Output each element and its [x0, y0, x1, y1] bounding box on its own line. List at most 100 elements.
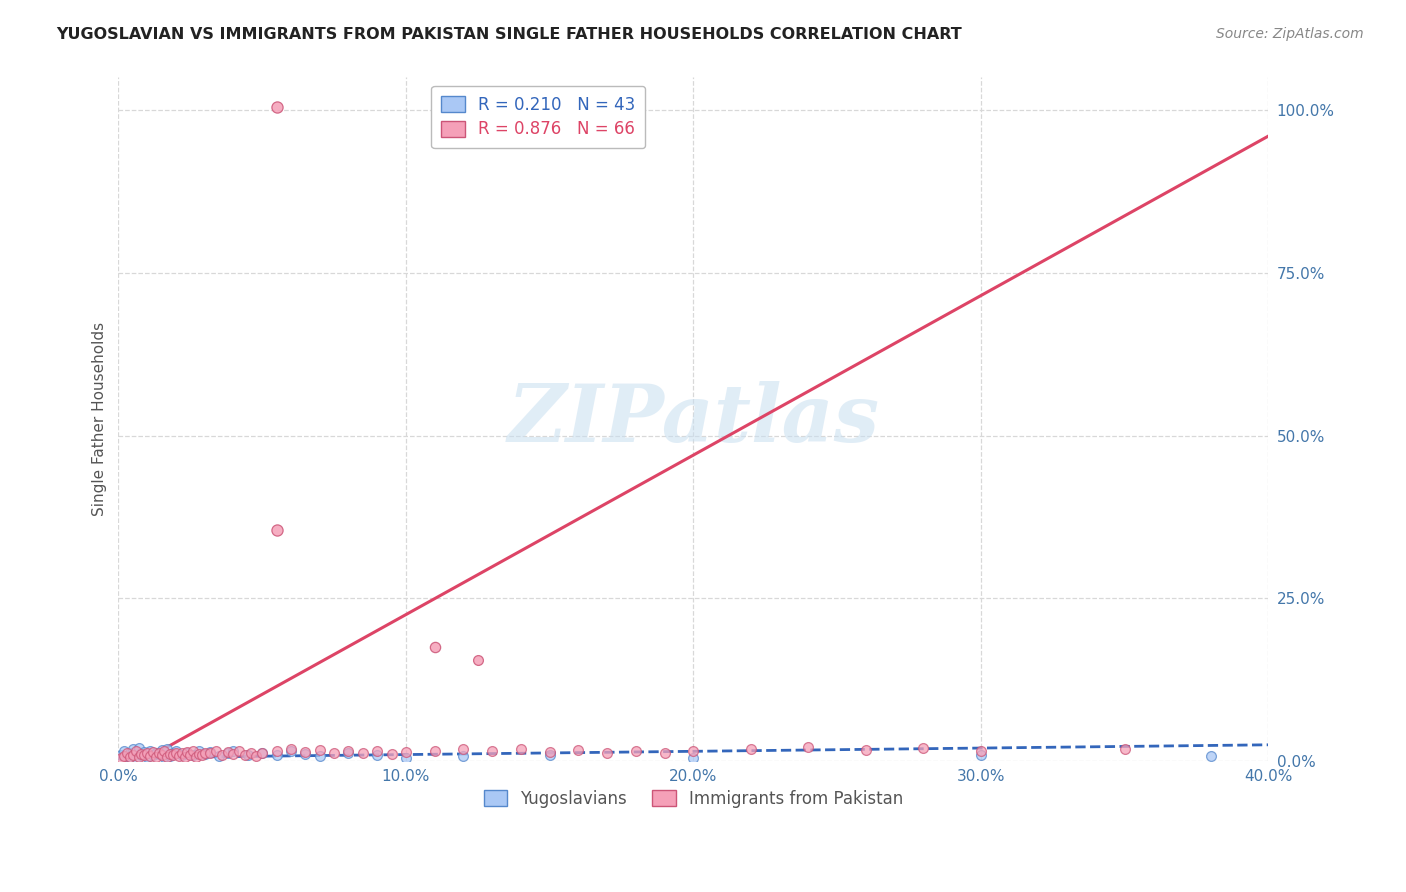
Point [145, 750, 167, 764]
Point [423, 640, 446, 654]
Point [337, 744, 360, 758]
Point [176, 746, 198, 760]
Point [187, 744, 209, 758]
Point [1114, 741, 1136, 756]
Point [266, 523, 288, 537]
Point [654, 746, 676, 760]
Point [970, 747, 993, 762]
Point [156, 749, 179, 764]
Point [191, 748, 214, 763]
Point [380, 747, 402, 761]
Point [153, 750, 176, 764]
Text: Source: ZipAtlas.com: Source: ZipAtlas.com [1216, 27, 1364, 41]
Point [236, 747, 259, 762]
Point [682, 744, 704, 758]
Point [970, 744, 993, 758]
Point [538, 747, 561, 762]
Point [156, 741, 179, 756]
Point [250, 746, 273, 760]
Point [228, 744, 250, 758]
Point [239, 746, 262, 760]
Point [184, 749, 207, 764]
Point [222, 747, 245, 761]
Point [121, 742, 143, 756]
Text: YUGOSLAVIAN VS IMMIGRANTS FROM PAKISTAN SINGLE FATHER HOUSEHOLDS CORRELATION CHA: YUGOSLAVIAN VS IMMIGRANTS FROM PAKISTAN … [56, 27, 962, 42]
Point [159, 748, 181, 763]
Point [395, 751, 418, 765]
Point [205, 744, 228, 758]
Point [682, 751, 704, 765]
Point [423, 744, 446, 758]
Point [211, 748, 233, 763]
Point [245, 748, 267, 763]
Point [194, 747, 217, 761]
Point [194, 746, 217, 760]
Point [165, 746, 187, 760]
Point [115, 748, 138, 763]
Point [142, 748, 165, 763]
Point [118, 750, 141, 764]
Point [233, 747, 256, 762]
Point [150, 747, 173, 762]
Point [395, 745, 418, 759]
Point [131, 747, 153, 762]
Point [110, 747, 132, 762]
Point [176, 745, 198, 759]
Point [167, 748, 190, 763]
Point [366, 747, 388, 762]
Point [115, 746, 138, 760]
Point [165, 744, 187, 758]
Point [159, 747, 181, 761]
Point [453, 741, 475, 756]
Point [131, 747, 153, 761]
Point [134, 745, 156, 759]
Point [294, 747, 316, 761]
Point [510, 742, 533, 756]
Point [162, 748, 184, 763]
Point [208, 748, 231, 763]
Point [112, 748, 135, 763]
Point [567, 743, 589, 757]
Point [266, 748, 288, 763]
Point [112, 744, 135, 758]
Legend: Yugoslavians, Immigrants from Pakistan: Yugoslavians, Immigrants from Pakistan [477, 783, 910, 814]
Point [596, 746, 619, 760]
Point [250, 746, 273, 760]
Point [337, 746, 360, 760]
Point [136, 746, 159, 760]
Point [538, 745, 561, 759]
Point [740, 742, 762, 756]
Point [280, 744, 302, 758]
Point [134, 748, 156, 763]
Point [200, 746, 222, 760]
Point [912, 741, 935, 756]
Point [200, 745, 222, 759]
Point [855, 743, 877, 757]
Point [1199, 748, 1222, 763]
Y-axis label: Single Father Households: Single Father Households [93, 322, 107, 516]
Point [280, 742, 302, 756]
Point [121, 747, 143, 762]
Text: ZIPatlas: ZIPatlas [508, 381, 880, 458]
Point [217, 746, 239, 760]
Point [170, 747, 193, 762]
Point [142, 745, 165, 759]
Point [150, 743, 173, 757]
Point [170, 746, 193, 760]
Point [110, 751, 132, 765]
Point [145, 746, 167, 760]
Point [467, 653, 489, 667]
Point [162, 746, 184, 760]
Point [453, 748, 475, 763]
Point [181, 744, 204, 758]
Point [179, 747, 201, 762]
Point [266, 100, 288, 114]
Point [481, 744, 503, 758]
Point [148, 747, 170, 761]
Point [136, 749, 159, 764]
Point [308, 743, 330, 757]
Point [352, 746, 374, 760]
Point [128, 749, 150, 764]
Point [125, 751, 148, 765]
Point [294, 745, 316, 759]
